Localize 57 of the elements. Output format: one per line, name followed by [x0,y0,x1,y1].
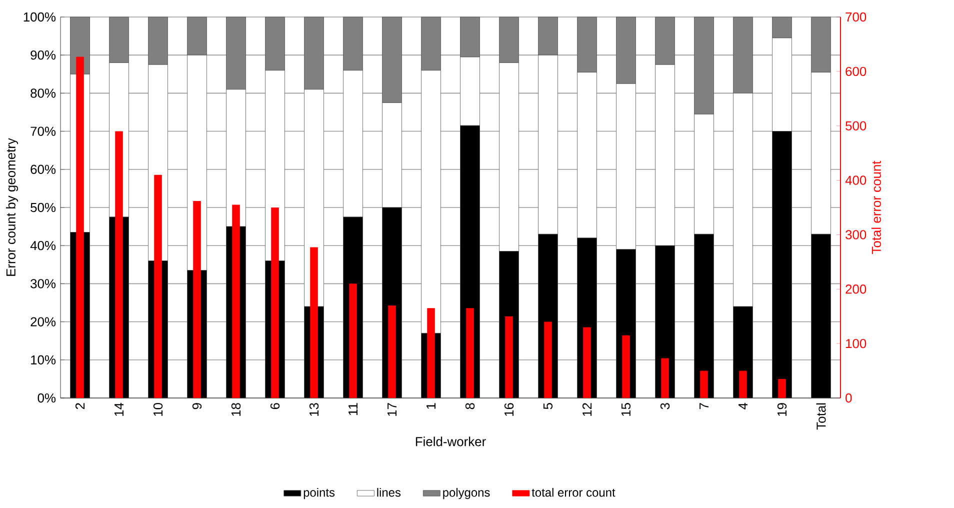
bar [349,284,357,398]
y2-tick-label: 100 [846,338,866,348]
bar [544,322,552,398]
y2-tick-label: 700 [846,12,866,22]
legend-label: polygons [443,488,490,500]
y-tick-label: 40% [30,241,56,250]
y-tick-label: 70% [30,126,56,136]
x-tick-label: 10 [153,403,163,416]
bar [466,308,474,398]
x-tick-label: 9 [192,403,202,410]
bar [778,378,786,398]
y2-tick-label: 400 [845,176,866,185]
bar [388,305,396,398]
x-tick-label: 6 [270,403,280,410]
x-tick-label: 5 [543,403,553,410]
x-tick-label: 3 [660,403,670,410]
x-tick-label: 19 [777,403,787,416]
bar [739,370,747,398]
y-tick-label: 100% [24,12,56,22]
x-axis-title: Field-worker [416,436,486,446]
x-tick-label: 14 [114,402,124,416]
y-axis-title: Error count by geometry [6,138,18,276]
x-tick-label: 12 [582,403,592,416]
legend-label: points [304,488,335,500]
bar [622,335,630,398]
bar [505,316,513,398]
y-tick-label: 20% [30,317,56,326]
x-tick-label: 15 [621,403,631,416]
x-tick-label: Total [816,403,826,430]
x-tick-label: 8 [465,403,475,410]
y2-tick-label: 300 [846,230,866,240]
y2-axis-title: Total error count [871,160,881,254]
x-tick-label: 7 [700,403,708,410]
x-tick-label: 16 [504,403,514,416]
x-tick-label: 2 [75,403,85,410]
bar [583,327,591,398]
y2-tick-label: 500 [846,121,866,130]
y-tick-label: 30% [30,279,56,288]
legend-label: total error count [532,488,616,497]
y-tick-label: 10% [31,355,56,364]
x-tick-label: 17 [388,403,396,416]
x-tick-label: 13 [309,403,319,416]
x-tick-label: 4 [738,402,748,410]
x-tick-label: 18 [231,403,241,416]
y-tick-label: 60% [30,164,56,174]
y-tick-label: 50% [30,202,56,212]
y-tick-label: 90% [30,50,56,60]
y-tick-label: 0% [38,393,56,403]
y-tick-label: 80% [30,88,56,98]
x-tick-label: 11 [348,403,358,415]
y2-tick-label: 200 [846,284,866,294]
y2-tick-label: 600 [846,66,866,76]
x-tick-label: 1 [426,403,436,409]
bar [661,358,669,398]
bar [700,370,708,398]
legend-label: lines [377,488,401,497]
y2-tick-label: 0 [846,393,852,403]
